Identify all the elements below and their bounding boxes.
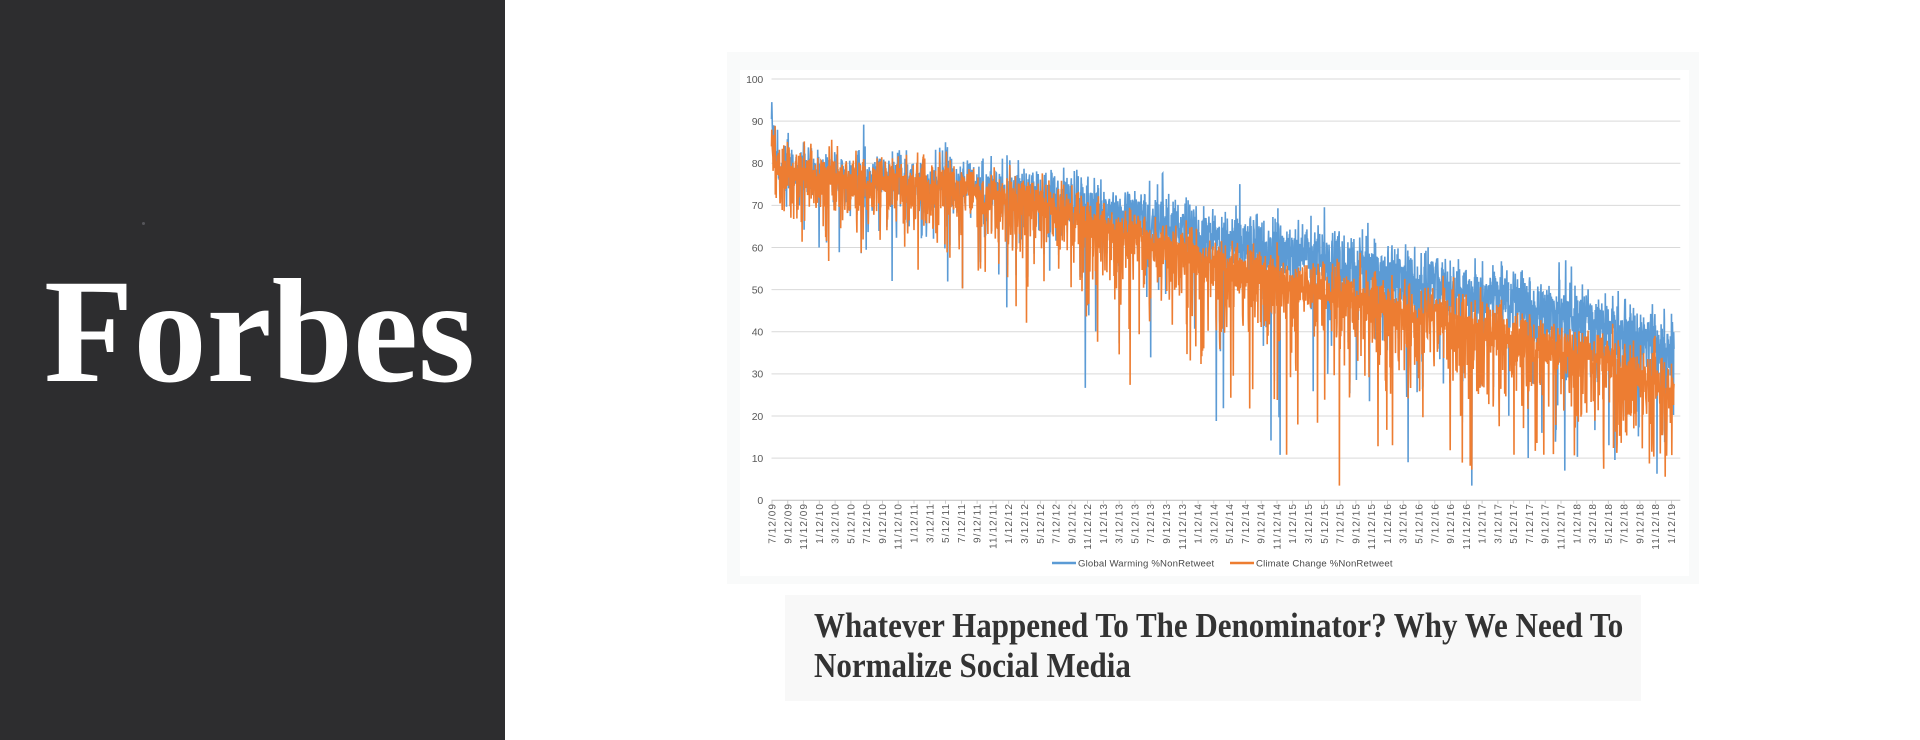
svg-text:1/12/16: 1/12/16 bbox=[1383, 503, 1394, 544]
svg-text:7/12/15: 7/12/15 bbox=[1336, 503, 1347, 544]
svg-text:7/12/09: 7/12/09 bbox=[768, 503, 779, 544]
svg-text:5/12/18: 5/12/18 bbox=[1604, 503, 1615, 544]
svg-text:11/12/15: 11/12/15 bbox=[1367, 503, 1378, 550]
svg-text:9/12/12: 9/12/12 bbox=[1067, 503, 1078, 544]
svg-text:11/12/16: 11/12/16 bbox=[1462, 503, 1473, 550]
svg-text:7/12/12: 7/12/12 bbox=[1052, 503, 1063, 544]
svg-text:7/12/18: 7/12/18 bbox=[1620, 503, 1631, 544]
svg-text:100: 100 bbox=[746, 74, 763, 86]
svg-text:9/12/14: 9/12/14 bbox=[1257, 503, 1268, 544]
svg-text:9/12/09: 9/12/09 bbox=[783, 503, 794, 544]
svg-text:3/12/17: 3/12/17 bbox=[1493, 503, 1504, 544]
svg-text:5/12/10: 5/12/10 bbox=[846, 503, 857, 544]
svg-text:9/12/17: 9/12/17 bbox=[1541, 503, 1552, 544]
svg-text:1/12/12: 1/12/12 bbox=[1004, 503, 1015, 544]
svg-text:1/12/17: 1/12/17 bbox=[1478, 503, 1489, 544]
svg-text:9/12/13: 9/12/13 bbox=[1162, 503, 1173, 544]
svg-text:1/12/18: 1/12/18 bbox=[1572, 503, 1583, 544]
svg-text:11/12/12: 11/12/12 bbox=[1083, 503, 1094, 550]
svg-text:1/12/14: 1/12/14 bbox=[1194, 503, 1205, 544]
svg-text:0: 0 bbox=[757, 495, 763, 507]
svg-text:5/12/12: 5/12/12 bbox=[1036, 503, 1047, 544]
svg-text:3/12/16: 3/12/16 bbox=[1399, 503, 1410, 544]
svg-text:1/12/13: 1/12/13 bbox=[1099, 503, 1110, 544]
svg-text:1/12/19: 1/12/19 bbox=[1667, 503, 1678, 544]
svg-text:Global Warming %NonRetweet: Global Warming %NonRetweet bbox=[1078, 559, 1214, 570]
svg-text:1/12/10: 1/12/10 bbox=[815, 503, 826, 544]
svg-text:9/12/16: 9/12/16 bbox=[1446, 503, 1457, 544]
svg-text:5/12/15: 5/12/15 bbox=[1320, 503, 1331, 544]
svg-text:7/12/17: 7/12/17 bbox=[1525, 503, 1536, 544]
svg-text:11/12/09: 11/12/09 bbox=[799, 503, 810, 550]
svg-text:3/12/12: 3/12/12 bbox=[1020, 503, 1031, 544]
svg-text:3/12/11: 3/12/11 bbox=[925, 503, 936, 543]
svg-text:5/12/16: 5/12/16 bbox=[1415, 503, 1426, 544]
svg-text:3/12/14: 3/12/14 bbox=[1209, 503, 1220, 544]
svg-text:9/12/15: 9/12/15 bbox=[1351, 503, 1362, 544]
svg-text:7/12/13: 7/12/13 bbox=[1146, 503, 1157, 544]
svg-text:11/12/13: 11/12/13 bbox=[1178, 503, 1189, 550]
svg-text:80: 80 bbox=[752, 158, 764, 170]
svg-text:5/12/14: 5/12/14 bbox=[1225, 503, 1236, 544]
svg-text:7/12/14: 7/12/14 bbox=[1241, 503, 1252, 544]
svg-text:30: 30 bbox=[752, 369, 764, 381]
svg-text:10: 10 bbox=[752, 453, 764, 465]
svg-text:3/12/13: 3/12/13 bbox=[1115, 503, 1126, 544]
svg-text:90: 90 bbox=[752, 116, 764, 128]
svg-text:9/12/10: 9/12/10 bbox=[878, 503, 889, 544]
svg-text:7/12/10: 7/12/10 bbox=[862, 503, 873, 544]
svg-text:9/12/18: 9/12/18 bbox=[1635, 503, 1646, 544]
svg-text:20: 20 bbox=[752, 411, 764, 423]
svg-text:11/12/14: 11/12/14 bbox=[1273, 503, 1284, 550]
svg-text:9/12/11: 9/12/11 bbox=[973, 503, 984, 543]
svg-text:50: 50 bbox=[752, 284, 764, 296]
svg-text:Climate Change %NonRetweet: Climate Change %NonRetweet bbox=[1256, 559, 1393, 570]
svg-text:7/12/16: 7/12/16 bbox=[1430, 503, 1441, 544]
svg-text:3/12/15: 3/12/15 bbox=[1304, 503, 1315, 544]
svg-text:60: 60 bbox=[752, 242, 764, 254]
svg-text:5/12/11: 5/12/11 bbox=[941, 503, 952, 543]
svg-text:3/12/10: 3/12/10 bbox=[831, 503, 842, 544]
svg-text:1/12/15: 1/12/15 bbox=[1288, 503, 1299, 544]
svg-text:7/12/11: 7/12/11 bbox=[957, 503, 968, 543]
svg-text:11/12/18: 11/12/18 bbox=[1651, 503, 1662, 550]
svg-text:5/12/17: 5/12/17 bbox=[1509, 503, 1520, 544]
svg-text:11/12/10: 11/12/10 bbox=[894, 503, 905, 550]
svg-text:70: 70 bbox=[752, 200, 764, 212]
svg-text:11/12/11: 11/12/11 bbox=[988, 503, 999, 549]
svg-text:1/12/11: 1/12/11 bbox=[910, 503, 921, 543]
svg-text:40: 40 bbox=[752, 327, 764, 339]
svg-text:11/12/17: 11/12/17 bbox=[1557, 503, 1568, 550]
svg-text:5/12/13: 5/12/13 bbox=[1130, 503, 1141, 544]
svg-text:3/12/18: 3/12/18 bbox=[1588, 503, 1599, 544]
